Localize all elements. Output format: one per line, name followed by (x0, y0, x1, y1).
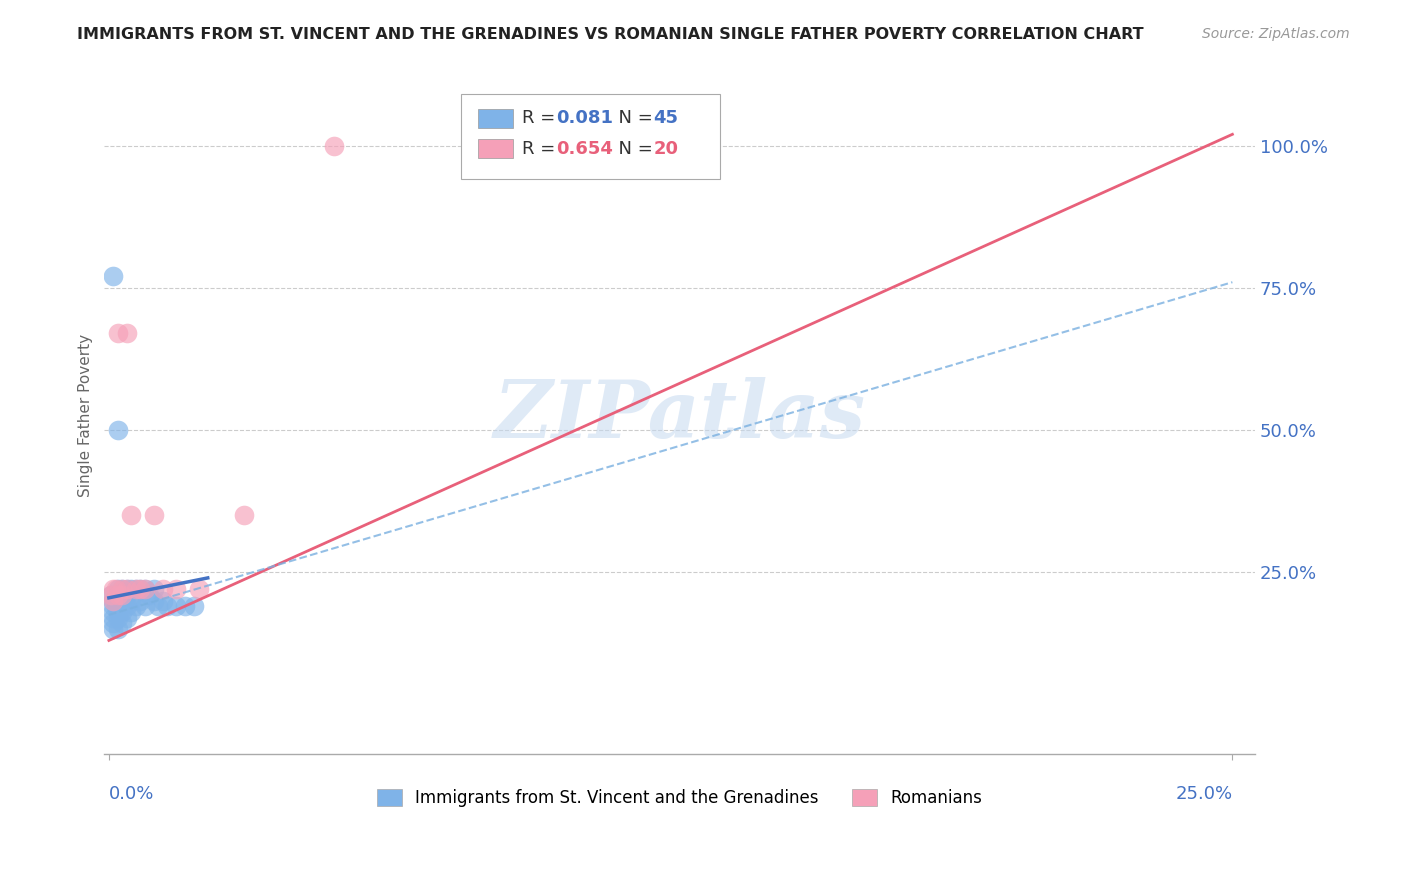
Point (103, 582, 125, 597)
Text: ZIPatlas: ZIPatlas (494, 377, 866, 455)
Point (107, 423, 129, 437)
Point (104, 582, 127, 597)
Point (103, 593, 125, 607)
Point (129, 582, 152, 597)
FancyBboxPatch shape (461, 95, 720, 179)
Point (148, 599, 170, 614)
Point (111, 582, 134, 597)
Point (115, 582, 138, 597)
Point (103, 593, 125, 607)
Point (111, 593, 134, 607)
Y-axis label: Single Father Poverty: Single Father Poverty (79, 334, 93, 498)
Point (103, 599, 125, 614)
Text: 0.081: 0.081 (557, 109, 613, 127)
Text: 0.654: 0.654 (557, 139, 613, 158)
Point (107, 582, 129, 597)
Text: R =: R = (522, 139, 561, 158)
Point (134, 599, 156, 614)
Point (187, 582, 209, 597)
Point (111, 605, 134, 619)
Point (152, 593, 174, 607)
Point (134, 582, 156, 597)
Point (111, 588, 134, 602)
Point (115, 582, 138, 597)
Point (129, 582, 152, 597)
Point (107, 326, 129, 341)
Point (115, 326, 138, 341)
Point (129, 593, 152, 607)
Point (103, 616, 125, 631)
Point (115, 588, 138, 602)
Point (120, 582, 142, 597)
Point (115, 611, 138, 625)
Text: R =: R = (522, 109, 561, 127)
Point (107, 622, 129, 636)
Text: 25.0%: 25.0% (1175, 785, 1233, 803)
Point (232, 508, 254, 523)
Point (107, 605, 129, 619)
Point (165, 582, 187, 597)
Point (138, 588, 160, 602)
Point (156, 599, 179, 614)
Point (125, 582, 148, 597)
Point (104, 599, 127, 614)
Point (111, 616, 134, 631)
Legend: Immigrants from St. Vincent and the Grenadines, Romanians: Immigrants from St. Vincent and the Gren… (370, 782, 988, 814)
Point (120, 508, 142, 523)
Point (103, 622, 125, 636)
Point (115, 599, 138, 614)
Point (104, 593, 127, 607)
Point (142, 508, 165, 523)
Point (183, 599, 205, 614)
FancyBboxPatch shape (478, 139, 513, 158)
Point (120, 605, 142, 619)
Point (107, 611, 129, 625)
Text: IMMIGRANTS FROM ST. VINCENT AND THE GRENADINES VS ROMANIAN SINGLE FATHER POVERTY: IMMIGRANTS FROM ST. VINCENT AND THE GREN… (77, 27, 1144, 42)
Point (100, 588, 122, 602)
Point (107, 593, 129, 607)
Point (107, 588, 129, 602)
Text: 0.0%: 0.0% (108, 785, 155, 803)
Point (125, 582, 148, 597)
Point (120, 593, 142, 607)
Point (103, 269, 125, 284)
Point (107, 588, 129, 602)
Point (107, 599, 129, 614)
Point (103, 605, 125, 619)
Text: Source: ZipAtlas.com: Source: ZipAtlas.com (1202, 27, 1350, 41)
Point (103, 611, 125, 625)
Point (142, 582, 165, 597)
Text: 45: 45 (654, 109, 678, 127)
Text: N =: N = (607, 109, 658, 127)
Point (100, 588, 122, 602)
Point (125, 599, 148, 614)
Point (165, 599, 187, 614)
Point (322, 138, 344, 153)
Point (152, 582, 174, 597)
Point (111, 582, 134, 597)
Point (142, 593, 165, 607)
Point (174, 599, 197, 614)
Point (134, 582, 156, 597)
Text: N =: N = (607, 139, 658, 158)
Point (111, 588, 134, 602)
FancyBboxPatch shape (478, 109, 513, 128)
Text: 20: 20 (654, 139, 678, 158)
